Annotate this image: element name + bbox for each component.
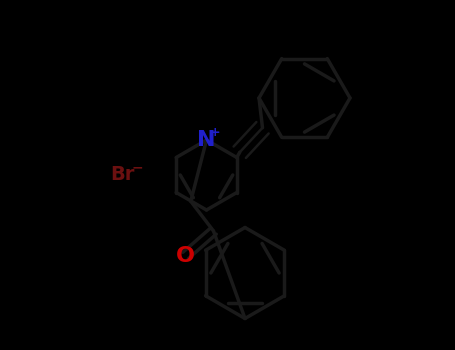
Text: N: N: [197, 130, 216, 150]
Text: −: −: [131, 160, 143, 174]
Text: Br: Br: [110, 166, 135, 184]
Text: O: O: [176, 245, 195, 266]
Text: +: +: [210, 126, 221, 139]
